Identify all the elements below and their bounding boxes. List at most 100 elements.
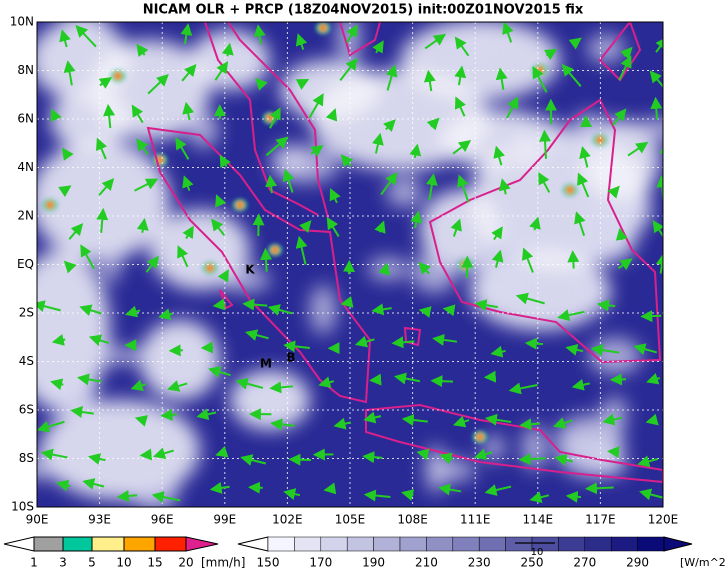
wind-arrow bbox=[253, 24, 266, 45]
wind-arrow bbox=[655, 36, 663, 53]
wind-arrow bbox=[596, 299, 616, 312]
legend-label: 15 bbox=[147, 556, 162, 570]
wind-arrow bbox=[147, 74, 169, 95]
wind-arrow bbox=[182, 225, 194, 240]
legend-box bbox=[610, 536, 638, 552]
wind-arrow bbox=[521, 247, 534, 273]
wind-arrow bbox=[61, 147, 74, 161]
legend-box bbox=[320, 536, 348, 552]
wind-arrow bbox=[568, 37, 582, 50]
wind-arrow bbox=[374, 220, 386, 234]
wind-arrow bbox=[346, 24, 358, 43]
legend-label: 10 bbox=[116, 556, 131, 570]
lat-label: 6N bbox=[17, 112, 34, 126]
wind-arrow bbox=[620, 46, 633, 60]
wind-arrow bbox=[362, 451, 383, 464]
wind-arrow bbox=[295, 235, 308, 265]
cloud bbox=[190, 30, 270, 90]
lat-label: 2N bbox=[17, 209, 34, 223]
legend-box bbox=[123, 536, 156, 552]
cloud bbox=[528, 118, 568, 161]
lat-label: 4N bbox=[17, 160, 34, 174]
wind-arrow bbox=[260, 247, 272, 272]
cloud bbox=[37, 140, 170, 260]
legend-box bbox=[294, 536, 322, 552]
wind-arrow bbox=[214, 61, 229, 81]
precip-cell bbox=[158, 158, 162, 162]
wind-arrow bbox=[175, 137, 190, 160]
cloud bbox=[219, 267, 271, 293]
wind-arrow bbox=[160, 408, 177, 421]
precip-cell bbox=[116, 74, 120, 78]
legend-label: 250 bbox=[521, 556, 544, 570]
wind-arrow bbox=[37, 420, 65, 433]
lat-label: 6S bbox=[19, 403, 34, 417]
legend-box bbox=[91, 536, 125, 552]
wind-arrow bbox=[474, 448, 493, 460]
cloud bbox=[588, 337, 641, 375]
cloud bbox=[37, 250, 110, 410]
wind-arrow bbox=[323, 482, 337, 495]
legend-box bbox=[267, 536, 295, 552]
cloud bbox=[50, 90, 130, 150]
wind-arrow bbox=[181, 64, 197, 82]
wind-arrow bbox=[50, 108, 62, 122]
wind-arrow bbox=[333, 417, 351, 430]
wind-arrow bbox=[88, 453, 106, 465]
wind-arrow bbox=[633, 343, 658, 355]
precip-cell bbox=[321, 26, 325, 30]
wind-arrow bbox=[363, 489, 391, 502]
legend-label: 210 bbox=[415, 556, 438, 570]
wind-arrow bbox=[288, 453, 311, 466]
wind-arrow bbox=[454, 65, 467, 86]
wind-arrow bbox=[363, 411, 382, 424]
wind-arrow bbox=[532, 66, 548, 93]
wind-arrow bbox=[645, 413, 659, 426]
wind-arrow bbox=[401, 489, 415, 501]
legend-box bbox=[33, 536, 64, 552]
cloud bbox=[446, 31, 502, 65]
wind-arrow bbox=[565, 343, 584, 356]
wind-arrow bbox=[584, 482, 614, 495]
wind-arrow bbox=[544, 48, 558, 61]
wind-arrow bbox=[371, 303, 392, 316]
legend-triangle bbox=[663, 536, 693, 552]
wind-arrow bbox=[627, 141, 649, 157]
wind-arrow bbox=[394, 372, 421, 385]
wind-arrow bbox=[145, 255, 159, 273]
lon-label: 111E bbox=[460, 513, 491, 527]
wind-arrow bbox=[215, 194, 227, 208]
wind-arrow bbox=[385, 64, 398, 91]
legend-label: 170 bbox=[309, 556, 332, 570]
wind-arrow bbox=[426, 117, 440, 131]
lon-label: 102E bbox=[272, 513, 303, 527]
wind-arrow bbox=[245, 329, 269, 341]
wind-arrow bbox=[609, 373, 627, 386]
wind-arrow bbox=[369, 373, 382, 386]
precip-cell bbox=[598, 138, 602, 142]
legend-triangle bbox=[237, 536, 269, 552]
place-labels: K M B bbox=[245, 263, 295, 371]
wind-arrow bbox=[63, 60, 76, 86]
wind-arrow bbox=[409, 143, 422, 159]
cloud bbox=[71, 209, 100, 229]
wind-arrow bbox=[577, 172, 590, 198]
wind-arrow bbox=[607, 185, 620, 199]
legend-label: 290 bbox=[626, 556, 649, 570]
wind-arrow bbox=[80, 244, 95, 270]
legend-box bbox=[478, 536, 506, 552]
wind-arrow bbox=[221, 42, 234, 57]
wind-arrow bbox=[240, 454, 267, 466]
wind-arrow bbox=[401, 414, 428, 427]
wind-arrow bbox=[37, 300, 61, 312]
wind-arrow bbox=[502, 22, 514, 43]
place-label: B bbox=[286, 351, 295, 365]
wind-arrow bbox=[68, 223, 84, 240]
wind-arrow bbox=[63, 260, 77, 274]
legend-unit: [mm/h] bbox=[201, 556, 245, 570]
wind-arrow bbox=[418, 261, 431, 275]
lon-label: 108E bbox=[397, 513, 428, 527]
place-label: K bbox=[245, 263, 255, 277]
wind-arrow bbox=[618, 55, 632, 81]
wind-arrow bbox=[168, 344, 183, 357]
